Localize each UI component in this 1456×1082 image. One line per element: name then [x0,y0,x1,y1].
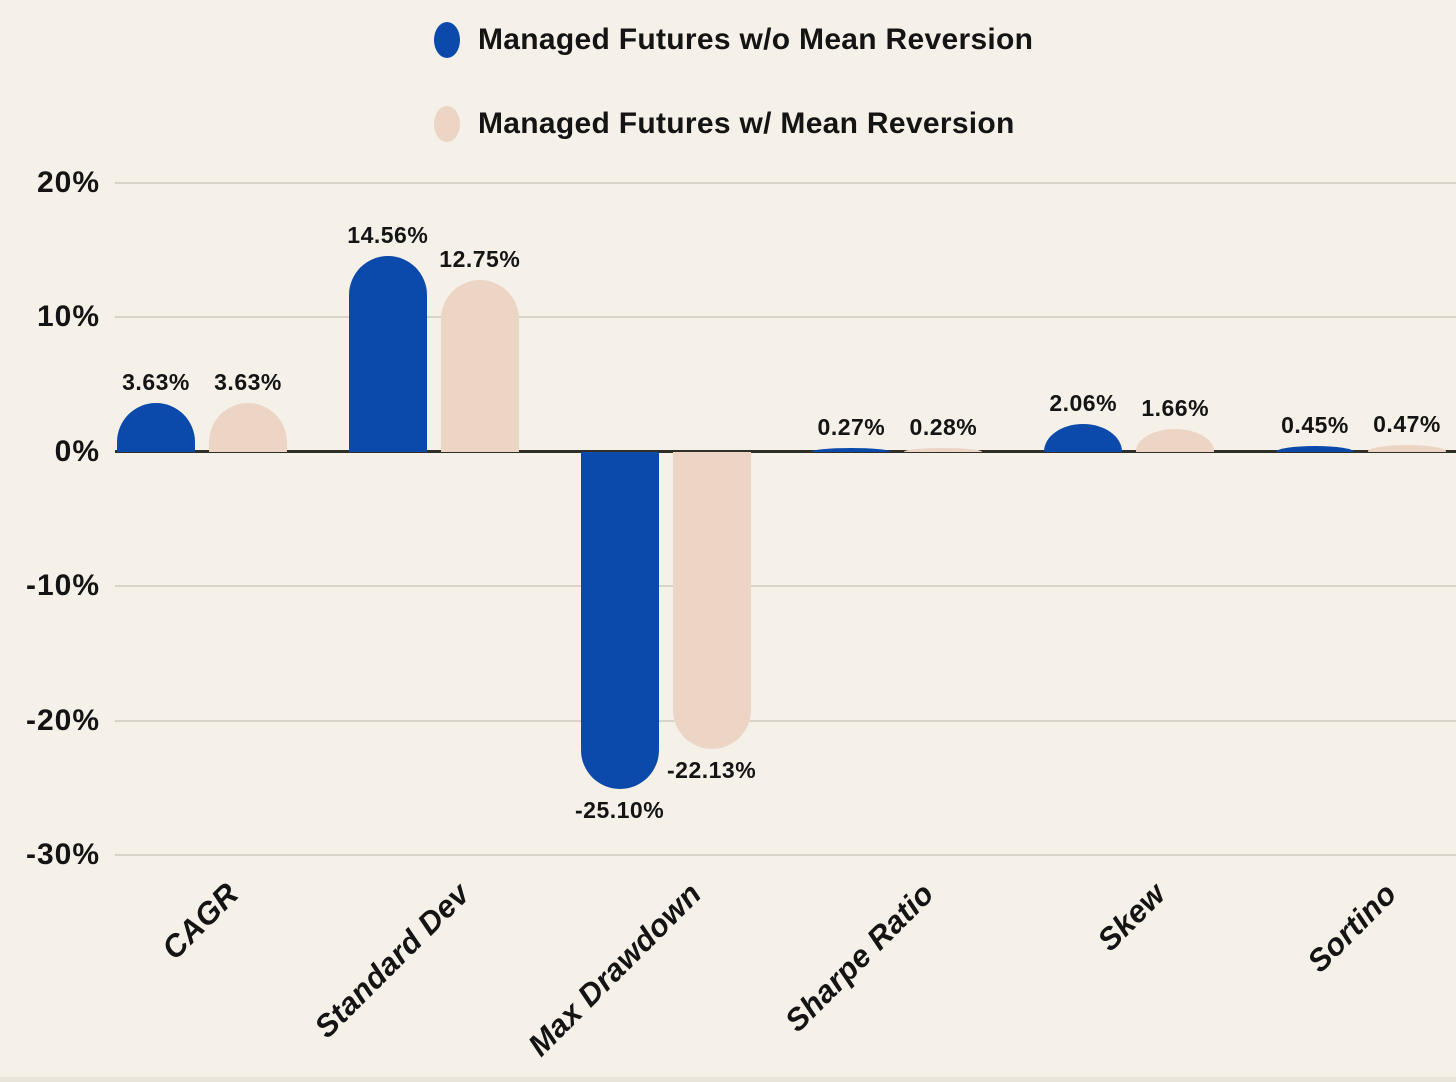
bar-s1-sortino [1276,445,1354,452]
value-label-s1-max-drawdown: -25.10% [575,797,665,824]
bar-s2-cagr [209,403,287,452]
series2-label: Managed Futures w/ Mean Reversion [478,107,1015,140]
bottom-edge-divider [0,1077,1456,1082]
y-gridline--10pct [115,585,1456,588]
zero-axis-line [115,450,1456,454]
y-gridline--30pct [115,854,1456,856]
bar-s1-skew [1044,424,1123,452]
y-tick-label-0pct: 0% [54,434,100,468]
value-label-s2-cagr: 3.63% [214,369,282,395]
legend-item-series2: Managed Futures w/ Mean Reversion [434,106,1033,142]
x-axis-label-cagr: CAGR [154,876,245,967]
x-axis-label-sortino: Sortino [1300,876,1404,979]
y-gridline-10pct [115,316,1456,319]
bar-s2-skew [1136,429,1215,452]
x-axis-label-standard-dev: Standard Dev [307,876,477,1045]
value-label-s1-sharpe-ratio: 0.27% [817,414,886,441]
bar-s1-cagr [117,403,195,452]
value-label-s2-sortino: 0.47% [1373,411,1441,438]
y-gridline--20pct [115,719,1456,722]
bar-s1-max-drawdown [580,451,659,790]
value-label-s2-skew: 1.66% [1141,395,1210,422]
bar-s2-sharpe-ratio [904,448,983,452]
value-label-s1-sortino: 0.45% [1281,411,1349,438]
y-tick-label--30pct: -30% [25,838,100,871]
legend-item-series1: Managed Futures w/o Mean Reversion [434,22,1033,58]
y-tick-label--10pct: -10% [25,569,100,603]
value-label-s1-skew: 2.06% [1049,390,1118,417]
legend: Managed Futures w/o Mean Reversion Manag… [434,22,1033,142]
series1-label: Managed Futures w/o Mean Reversion [478,23,1034,56]
series1-marker-icon [434,22,460,58]
series2-marker-icon [434,106,460,142]
value-label-s2-sharpe-ratio: 0.28% [909,414,978,441]
y-tick-label--20pct: -20% [25,703,100,737]
bar-s1-sharpe-ratio [812,448,891,452]
bar-s1-standard-dev [348,256,427,452]
x-axis-label-sharpe-ratio: Sharpe Ratio [777,876,941,1039]
bar-s2-standard-dev [440,280,519,452]
x-axis-label-max-drawdown: Max Drawdown [521,876,709,1063]
bar-s2-sortino [1368,445,1446,452]
value-label-s2-standard-dev: 12.75% [439,246,521,273]
bar-s2-max-drawdown [672,451,751,750]
value-label-s1-cagr: 3.63% [122,369,190,395]
x-axis-label-skew: Skew [1090,876,1172,958]
value-label-s2-max-drawdown: -22.13% [667,757,757,784]
y-tick-label-20pct: 20% [36,166,100,199]
y-tick-label-10pct: 10% [36,300,100,334]
value-label-s1-standard-dev: 14.56% [347,222,429,249]
y-gridline-20pct [115,182,1456,184]
